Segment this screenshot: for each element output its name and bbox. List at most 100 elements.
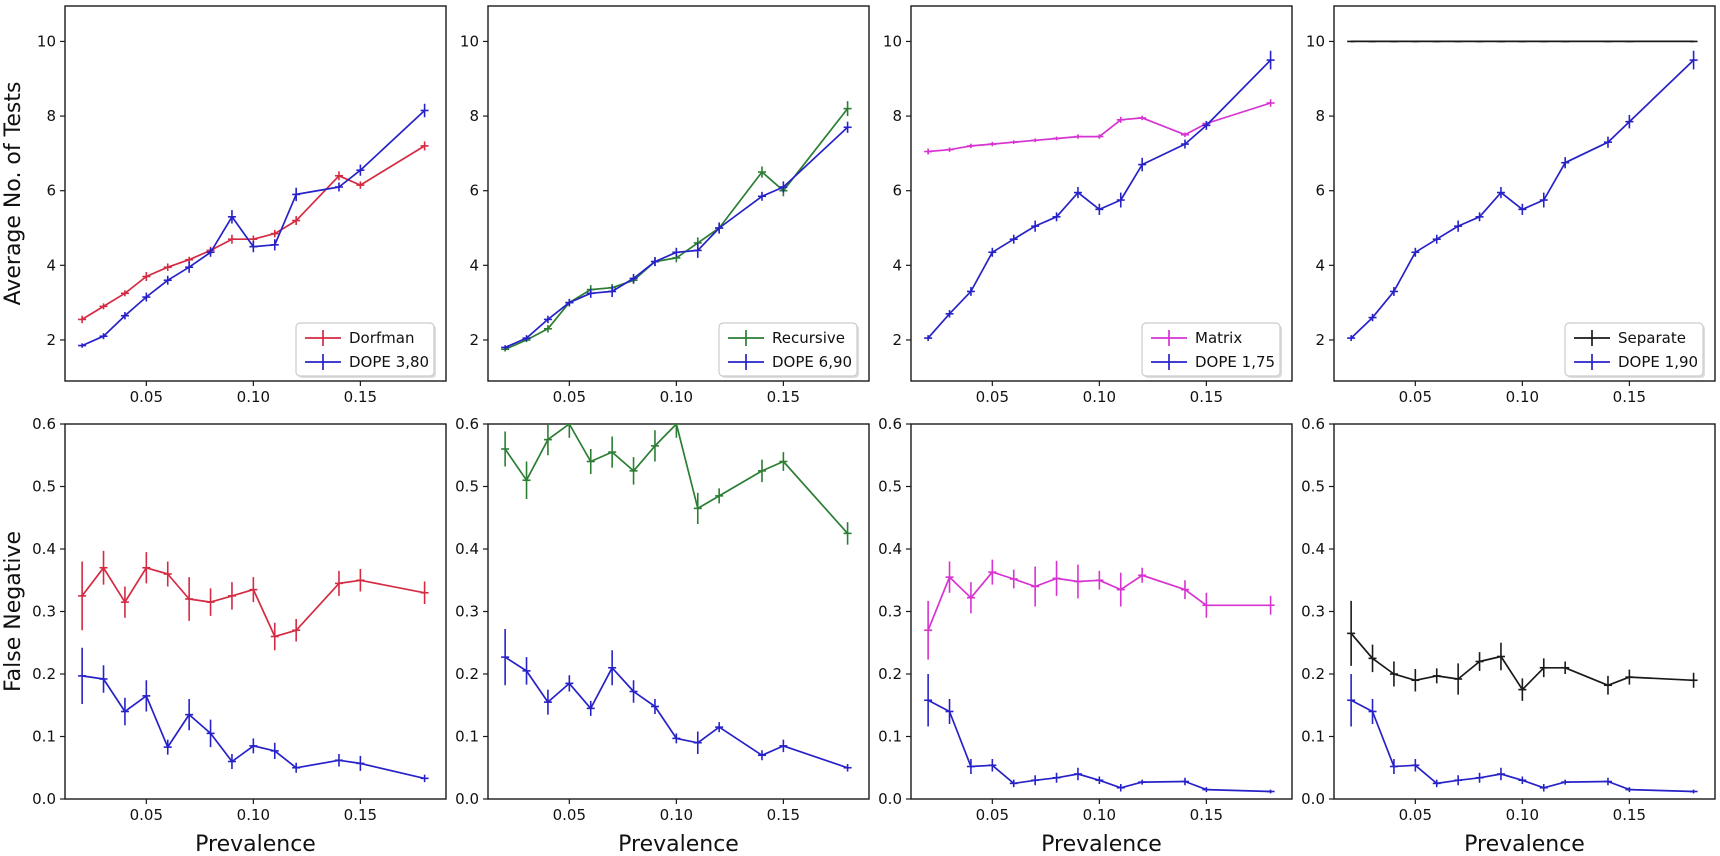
series-line: [81, 675, 425, 780]
x-tick-label: 0.10: [1506, 806, 1539, 824]
series-line: [504, 424, 849, 534]
series-dorfman: [78, 141, 429, 324]
y-tick-label: 0.4: [455, 540, 479, 558]
x-tick-label: 0.05: [130, 806, 163, 824]
x-tick-label: 0.15: [1190, 806, 1223, 824]
x-tick-label: 0.15: [1190, 388, 1223, 406]
axes-spines: [487, 423, 870, 800]
series-dope-1-75: [924, 50, 1275, 342]
x-tick-label: 0.05: [976, 388, 1009, 406]
y-tick-label: 0.1: [32, 728, 56, 746]
y-tick-label: 0.2: [455, 665, 479, 683]
y-tick-label: 0.1: [878, 728, 902, 746]
y-tick-label: 0.4: [32, 540, 56, 558]
y-tick-label: 0.4: [878, 540, 902, 558]
y-tick-label: 4: [46, 256, 56, 274]
x-tick-label: 0.15: [1613, 388, 1646, 406]
series-dope-3-80: [78, 647, 429, 783]
series-separate: [1347, 600, 1698, 701]
series-line: [81, 566, 425, 638]
series-dope-3-80: [78, 103, 429, 348]
x-tick-label: 0.05: [976, 806, 1009, 824]
y-tick-label: 0.5: [878, 478, 902, 496]
legend: Separate DOPE 1,90: [1564, 322, 1705, 378]
x-tick-label: 0.10: [1506, 388, 1539, 406]
y-tick-label: 4: [469, 256, 479, 274]
axes-spines: [1333, 423, 1716, 800]
x-tick-label: 0.10: [660, 388, 693, 406]
subplot-top-3: 0.05 0.10 0.15 2 4 6 8 10 Matrix DOPE 1,75: [883, 5, 1293, 406]
legend-label: Recursive: [772, 329, 845, 347]
y-tick-label: 6: [46, 182, 56, 200]
x-tick-label: 0.15: [1613, 806, 1646, 824]
y-tick-label: 0.3: [878, 603, 902, 621]
legend: Recursive DOPE 6,90: [718, 322, 859, 378]
y-tick-label: 2: [892, 331, 902, 349]
y-tick-label: 0.4: [1301, 540, 1325, 558]
x-axis-title: Prevalence: [195, 832, 316, 856]
series-dope-1-75: [924, 674, 1275, 794]
y-tick-label: 2: [46, 331, 56, 349]
y-tick-label: 4: [892, 256, 902, 274]
y-tick-label: 8: [892, 107, 902, 125]
x-tick-label: 0.10: [237, 388, 270, 406]
y-tick-label: 6: [469, 182, 479, 200]
y-tick-label: 0.3: [1301, 603, 1325, 621]
subplot-top-4: 0.05 0.10 0.15 2 4 6 8 10 Separate DOPE 1,90: [1306, 5, 1716, 406]
x-tick-label: 0.05: [1399, 388, 1432, 406]
y-tick-label: 0.2: [878, 665, 902, 683]
series-line: [1350, 59, 1695, 339]
axes-spines: [1333, 5, 1716, 382]
legend-label: DOPE 3,80: [349, 353, 429, 371]
series-matrix: [924, 559, 1275, 660]
series-line: [927, 59, 1272, 339]
y-tick-label: 0.6: [1301, 415, 1325, 433]
legend-label: DOPE 1,75: [1195, 353, 1275, 371]
legend-label: Matrix: [1195, 329, 1242, 347]
subplot-bottom-2: 0.05 0.10 0.15 0.0 0.1 0.2 0.3 0.4 0.5 0.6 Prevale…: [455, 415, 870, 856]
y-tick-label: 0.2: [32, 665, 56, 683]
subplot-bottom-4: 0.05 0.10 0.15 0.0 0.1 0.2 0.3 0.4 0.5 0.6 Prevale…: [1301, 415, 1716, 856]
legend: Matrix DOPE 1,75: [1141, 322, 1282, 378]
y-tick-label: 6: [892, 182, 902, 200]
x-tick-label: 0.10: [660, 806, 693, 824]
y-tick-label: 2: [1315, 331, 1325, 349]
y-tick-label: 0.3: [32, 603, 56, 621]
series-line: [927, 571, 1271, 631]
series-matrix: [924, 99, 1275, 155]
axes-spines: [64, 423, 447, 800]
y-axis-title-row1: Average No. of Tests: [1, 82, 26, 306]
axes-spines: [910, 423, 1293, 800]
y-tick-label: 0.1: [1301, 728, 1325, 746]
subplot-bottom-1: 0.05 0.10 0.15 0.0 0.1 0.2 0.3 0.4 0.5 0.6 Prevale…: [32, 415, 447, 856]
series-line: [81, 109, 426, 347]
x-tick-label: 0.05: [130, 388, 163, 406]
y-tick-label: 0.5: [1301, 478, 1325, 496]
subplot-top-2: 0.05 0.10 0.15 2 4 6 8 10 Recursive DOPE 6,90: [460, 5, 870, 406]
legend-label: Separate: [1618, 329, 1686, 347]
x-tick-label: 0.15: [344, 388, 377, 406]
axes-spines: [910, 5, 1293, 382]
x-tick-label: 0.05: [1399, 806, 1432, 824]
y-tick-label: 0.2: [1301, 665, 1325, 683]
x-tick-label: 0.05: [553, 388, 586, 406]
y-tick-label: 8: [469, 107, 479, 125]
y-tick-label: 0.6: [878, 415, 902, 433]
y-tick-label: 0.0: [1301, 790, 1325, 808]
series-line: [928, 102, 1271, 153]
y-tick-label: 0.0: [878, 790, 902, 808]
y-tick-label: 0.1: [455, 728, 479, 746]
x-tick-label: 0.10: [237, 806, 270, 824]
y-tick-label: 10: [883, 32, 902, 50]
axes-spines: [487, 5, 870, 382]
x-tick-label: 0.10: [1083, 806, 1116, 824]
subplot-top-1: 0.05 0.10 0.15 2 4 6 8 10 Dorfman DOPE 3,80: [37, 5, 447, 406]
series-line: [504, 126, 849, 349]
x-axis-title: Prevalence: [1464, 832, 1585, 856]
series-line: [1350, 699, 1694, 793]
series-dope-6-90: [501, 121, 852, 350]
legend-label: DOPE 1,90: [1618, 353, 1698, 371]
y-tick-label: 0.5: [32, 478, 56, 496]
